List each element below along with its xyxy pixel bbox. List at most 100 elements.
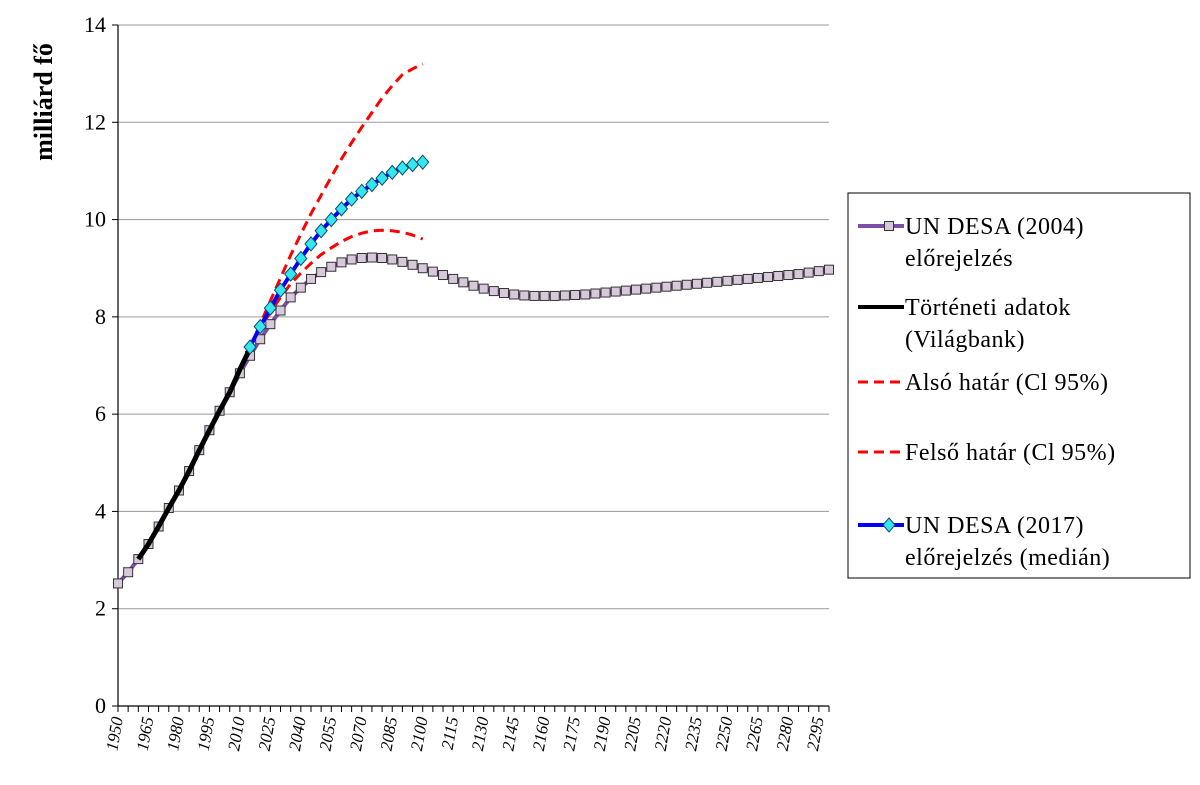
data-point-square [366,252,377,263]
y-tick-label: 0 [95,693,106,718]
data-point-diamond [385,164,399,181]
legend-label: Felső határ (Cl 95%) [905,440,1116,466]
data-point-square [620,285,631,296]
data-point-square [316,267,327,278]
data-point-square [631,284,642,295]
data-point-square [468,280,479,291]
x-tick-label: 2145 [498,715,523,752]
data-point-square [742,273,753,284]
legend-box [847,192,1191,579]
y-tick-label: 14 [84,12,106,37]
data-point-square [590,288,601,299]
data-point-square [417,263,428,274]
data-point-diamond [375,170,389,186]
data-point-square [600,287,611,298]
legend-label: előrejelzés (medián) [905,545,1110,571]
data-point-square [458,277,469,288]
data-point-square [559,290,570,301]
series-line [116,255,830,585]
series-line [248,228,424,348]
data-point-square [478,283,489,294]
data-point-square [884,221,894,231]
data-point-square [498,288,509,299]
data-point-diamond [284,266,298,282]
data-point-square [722,275,733,286]
x-tick-label: 2250 [712,715,737,752]
data-point-square [783,270,794,281]
data-point-square [377,252,388,263]
data-point-square [651,282,662,293]
y-tick-label: 12 [84,109,106,134]
data-point-square [691,278,702,289]
data-point-square [712,276,723,287]
y-tick-label: 4 [95,498,106,523]
data-point-square [763,271,774,282]
data-point-square [265,319,276,330]
data-point-diamond [273,282,288,298]
series-group [113,62,834,589]
data-point-diamond [882,517,896,533]
legend-label: Történeti adatok [905,295,1071,321]
x-tick-label: 2280 [773,715,798,752]
x-tick-label: 2190 [590,715,615,752]
legend-label: (Világbank) [905,327,1025,353]
x-tick-label: 2265 [742,715,767,752]
data-point-square [824,264,834,275]
x-tick-label: 2295 [803,715,828,752]
data-point-square [570,289,581,300]
data-point-square [509,289,520,300]
series-4 [243,154,430,355]
y-tick-label: 8 [95,304,106,329]
y-tick-label: 2 [95,596,106,621]
data-point-square [326,261,337,272]
x-tick-label: 2070 [346,715,371,752]
data-point-square [681,279,692,290]
data-point-square [346,254,357,265]
legend-label: UN DESA (2004) [905,214,1084,240]
data-point-diamond [253,318,267,335]
x-tick-label: 2130 [468,715,493,752]
y-axis-ticks: 0 2 4 6 8 10 12 14 [84,12,118,718]
data-point-square [427,266,438,277]
data-point-square [356,252,367,263]
x-tick-label: 2085 [377,715,402,752]
x-tick-label: 2115 [438,715,462,751]
data-point-square [488,286,499,297]
data-point-square [407,259,418,270]
data-point-square [813,266,824,277]
data-point-diamond [263,300,278,316]
series-line [248,62,424,348]
x-tick-label: 2040 [285,715,310,752]
data-point-diamond [324,211,338,228]
data-point-square [803,267,814,278]
data-point-square [752,272,763,283]
data-point-square [773,270,784,281]
data-point-diamond [355,183,369,200]
series-0 [113,252,834,589]
x-tick-label: 2010 [224,715,249,752]
x-tick-label: 2175 [559,715,584,752]
data-point-diamond [334,201,349,217]
data-point-square [295,282,306,293]
x-tick-label: 2055 [316,715,341,752]
series-3 [248,62,424,348]
data-point-square [519,290,530,301]
data-point-square [580,289,591,300]
data-point-diamond [365,176,379,193]
data-point-square [397,256,408,267]
series-line [136,347,253,561]
data-point-square [661,281,672,292]
x-tick-label: 2205 [620,715,645,752]
x-tick-label: 2025 [255,715,280,752]
data-point-square [610,286,621,297]
x-tick-label: 1995 [194,715,219,752]
legend-label: Alsó határ (Cl 95%) [905,370,1108,396]
data-point-diamond [294,250,308,267]
data-point-square [448,273,459,284]
data-point-diamond [405,156,420,173]
data-point-square [671,280,682,291]
data-point-square [113,578,123,589]
legend: UN DESA (2004) előrejelzés Történeti adato… [847,192,1191,579]
data-point-diamond [395,160,410,176]
